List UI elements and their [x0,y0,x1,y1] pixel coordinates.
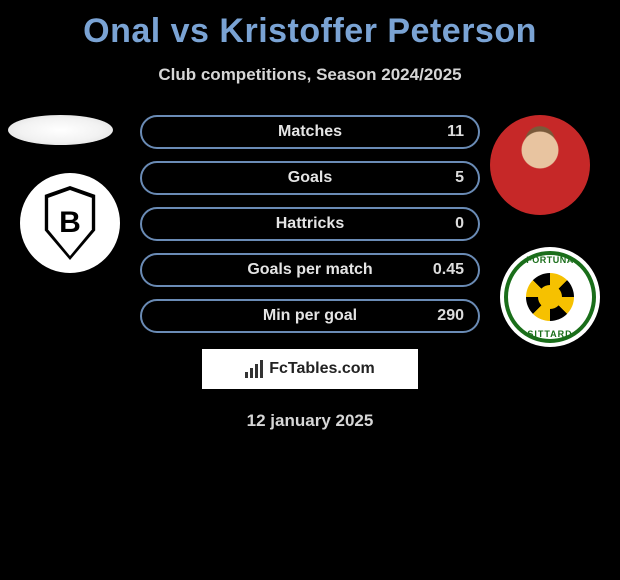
date-label: 12 january 2025 [0,411,620,431]
club-right-sun-icon [526,273,574,321]
club-left-badge: B [20,173,120,273]
stat-value-right: 11 [447,123,464,141]
stat-label: Goals per match [247,261,372,279]
player-right-face-icon [490,115,590,215]
stat-value-right: 0.45 [433,261,464,279]
stats-list: Matches 11 Goals 5 Hattricks 0 Goals per match… [140,115,480,345]
stat-value-right: 290 [437,307,464,325]
club-left-shield-icon: B [40,186,100,260]
stat-label: Min per goal [263,307,357,325]
club-right-top-text: FORTUNA [500,255,600,265]
stat-value-right: 0 [455,215,464,233]
stat-row: Matches 11 [140,115,480,149]
stat-row: Min per goal 290 [140,299,480,333]
club-left-letter: B [59,206,81,240]
stat-row: Hattricks 0 [140,207,480,241]
club-right-badge: FORTUNA SITTARD [500,247,600,347]
stat-row: Goals 5 [140,161,480,195]
stat-row: Goals per match 0.45 [140,253,480,287]
subtitle: Club competitions, Season 2024/2025 [0,65,620,85]
brand-badge[interactable]: FcTables.com [202,349,418,389]
bar-chart-icon [245,360,263,378]
stat-label: Matches [278,123,342,141]
stat-value-right: 5 [455,169,464,187]
player-left-avatar [8,115,113,145]
club-right-bottom-text: SITTARD [500,329,600,339]
stat-label: Goals [288,169,332,187]
stat-label: Hattricks [276,215,344,233]
brand-text: FcTables.com [269,360,375,378]
page-title: Onal vs Kristoffer Peterson [0,0,620,51]
player-right-avatar [490,115,590,215]
